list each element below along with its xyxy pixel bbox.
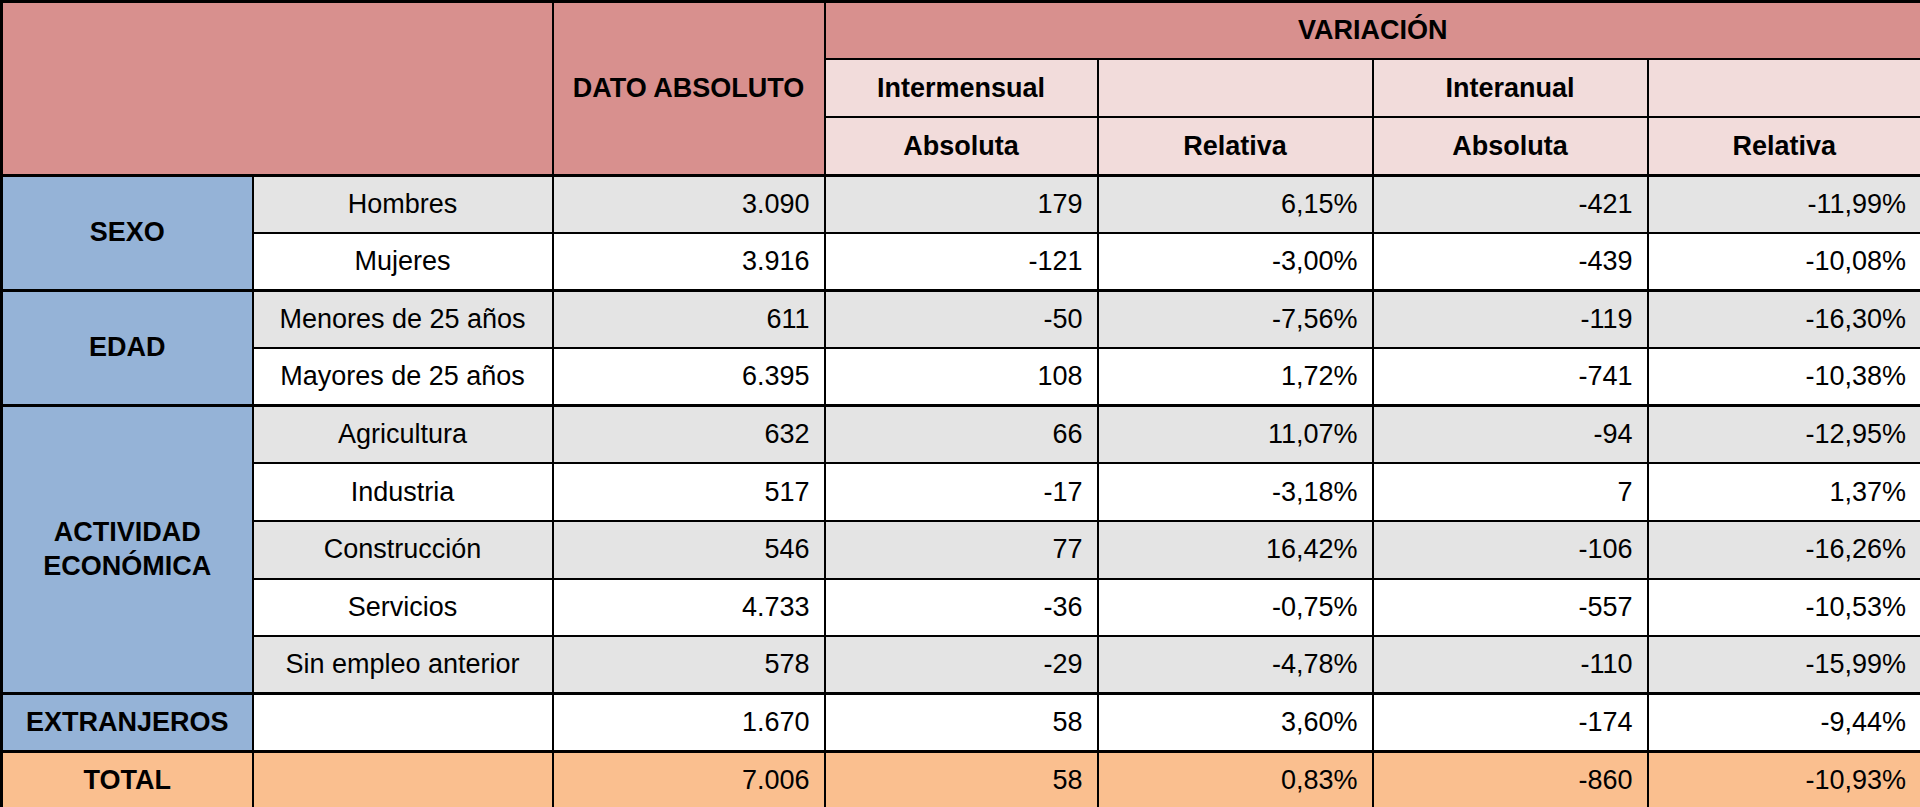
label-cell: Mujeres	[253, 233, 553, 291]
header-dato-absoluto: DATO ABSOLUTO	[553, 2, 825, 176]
value-cell: 7	[1373, 463, 1648, 521]
value-cell: 66	[825, 406, 1098, 464]
header-variacion: VARIACIÓN	[825, 2, 1920, 60]
label-cell	[253, 751, 553, 807]
corner-header-cell	[2, 2, 553, 176]
value-cell: 58	[825, 751, 1098, 807]
value-cell: 1.670	[553, 694, 825, 752]
value-cell: -9,44%	[1648, 694, 1920, 752]
value-cell: 16,42%	[1098, 521, 1373, 579]
value-cell: -860	[1373, 751, 1648, 807]
value-cell: -94	[1373, 406, 1648, 464]
group-cell-actividad-economica: ACTIVIDAD ECONÓMICA	[2, 406, 253, 694]
value-cell: -3,18%	[1098, 463, 1373, 521]
table-row: Industria 517 -17 -3,18% 7 1,37%	[2, 463, 1920, 521]
header-interanual-relativa: Relativa	[1648, 117, 1920, 176]
value-cell: 546	[553, 521, 825, 579]
label-cell: Menores de 25 años	[253, 291, 553, 349]
statistics-table-container: DATO ABSOLUTO VARIACIÓN Intermensual Int…	[0, 0, 1920, 807]
header-interanual: Interanual	[1373, 59, 1648, 117]
value-cell: -7,56%	[1098, 291, 1373, 349]
value-cell: -10,08%	[1648, 233, 1920, 291]
value-cell: -4,78%	[1098, 636, 1373, 694]
value-cell: -15,99%	[1648, 636, 1920, 694]
value-cell: -16,30%	[1648, 291, 1920, 349]
table-row: Servicios 4.733 -36 -0,75% -557 -10,53%	[2, 579, 1920, 637]
value-cell: 0,83%	[1098, 751, 1373, 807]
value-cell: -17	[825, 463, 1098, 521]
value-cell: 6.395	[553, 348, 825, 406]
value-cell: 3,60%	[1098, 694, 1373, 752]
label-cell: Sin empleo anterior	[253, 636, 553, 694]
value-cell: -121	[825, 233, 1098, 291]
value-cell: -174	[1373, 694, 1648, 752]
value-cell: -110	[1373, 636, 1648, 694]
value-cell: -11,99%	[1648, 176, 1920, 234]
value-cell: 3.916	[553, 233, 825, 291]
label-cell: Mayores de 25 años	[253, 348, 553, 406]
value-cell: -3,00%	[1098, 233, 1373, 291]
table-row-total: TOTAL 7.006 58 0,83% -860 -10,93%	[2, 751, 1920, 807]
table-row: Construcción 546 77 16,42% -106 -16,26%	[2, 521, 1920, 579]
value-cell: 517	[553, 463, 825, 521]
label-cell: Construcción	[253, 521, 553, 579]
value-cell: -36	[825, 579, 1098, 637]
value-cell: -0,75%	[1098, 579, 1373, 637]
value-cell: 11,07%	[1098, 406, 1373, 464]
value-cell: -421	[1373, 176, 1648, 234]
header-interanual-absoluta: Absoluta	[1373, 117, 1648, 176]
value-cell: -16,26%	[1648, 521, 1920, 579]
header-intermensual-absoluta: Absoluta	[825, 117, 1098, 176]
value-cell: -439	[1373, 233, 1648, 291]
group-cell-edad: EDAD	[2, 291, 253, 406]
value-cell: 611	[553, 291, 825, 349]
value-cell: -106	[1373, 521, 1648, 579]
value-cell: 4.733	[553, 579, 825, 637]
value-cell: 578	[553, 636, 825, 694]
group-cell-extranjeros: EXTRANJEROS	[2, 694, 253, 752]
value-cell: 1,72%	[1098, 348, 1373, 406]
value-cell: -10,93%	[1648, 751, 1920, 807]
header-interanual-spacer	[1648, 59, 1920, 117]
value-cell: -29	[825, 636, 1098, 694]
value-cell: 1,37%	[1648, 463, 1920, 521]
value-cell: 77	[825, 521, 1098, 579]
value-cell: -50	[825, 291, 1098, 349]
label-cell	[253, 694, 553, 752]
table-row: SEXO Hombres 3.090 179 6,15% -421 -11,99…	[2, 176, 1920, 234]
header-intermensual-spacer	[1098, 59, 1373, 117]
header-intermensual-relativa: Relativa	[1098, 117, 1373, 176]
value-cell: 58	[825, 694, 1098, 752]
group-cell-total: TOTAL	[2, 751, 253, 807]
label-cell: Agricultura	[253, 406, 553, 464]
value-cell: -10,38%	[1648, 348, 1920, 406]
table-row: Mayores de 25 años 6.395 108 1,72% -741 …	[2, 348, 1920, 406]
table-row: EXTRANJEROS 1.670 58 3,60% -174 -9,44%	[2, 694, 1920, 752]
value-cell: 108	[825, 348, 1098, 406]
group-cell-sexo: SEXO	[2, 176, 253, 291]
value-cell: -119	[1373, 291, 1648, 349]
unemployment-variation-table: DATO ABSOLUTO VARIACIÓN Intermensual Int…	[0, 0, 1920, 807]
table-row: ACTIVIDAD ECONÓMICA Agricultura 632 66 1…	[2, 406, 1920, 464]
header-intermensual: Intermensual	[825, 59, 1098, 117]
value-cell: 6,15%	[1098, 176, 1373, 234]
table-row: Mujeres 3.916 -121 -3,00% -439 -10,08%	[2, 233, 1920, 291]
value-cell: -557	[1373, 579, 1648, 637]
value-cell: -741	[1373, 348, 1648, 406]
table-row: EDAD Menores de 25 años 611 -50 -7,56% -…	[2, 291, 1920, 349]
label-cell: Industria	[253, 463, 553, 521]
value-cell: 179	[825, 176, 1098, 234]
label-cell: Hombres	[253, 176, 553, 234]
value-cell: -10,53%	[1648, 579, 1920, 637]
value-cell: 3.090	[553, 176, 825, 234]
value-cell: -12,95%	[1648, 406, 1920, 464]
table-row: Sin empleo anterior 578 -29 -4,78% -110 …	[2, 636, 1920, 694]
value-cell: 632	[553, 406, 825, 464]
value-cell: 7.006	[553, 751, 825, 807]
label-cell: Servicios	[253, 579, 553, 637]
